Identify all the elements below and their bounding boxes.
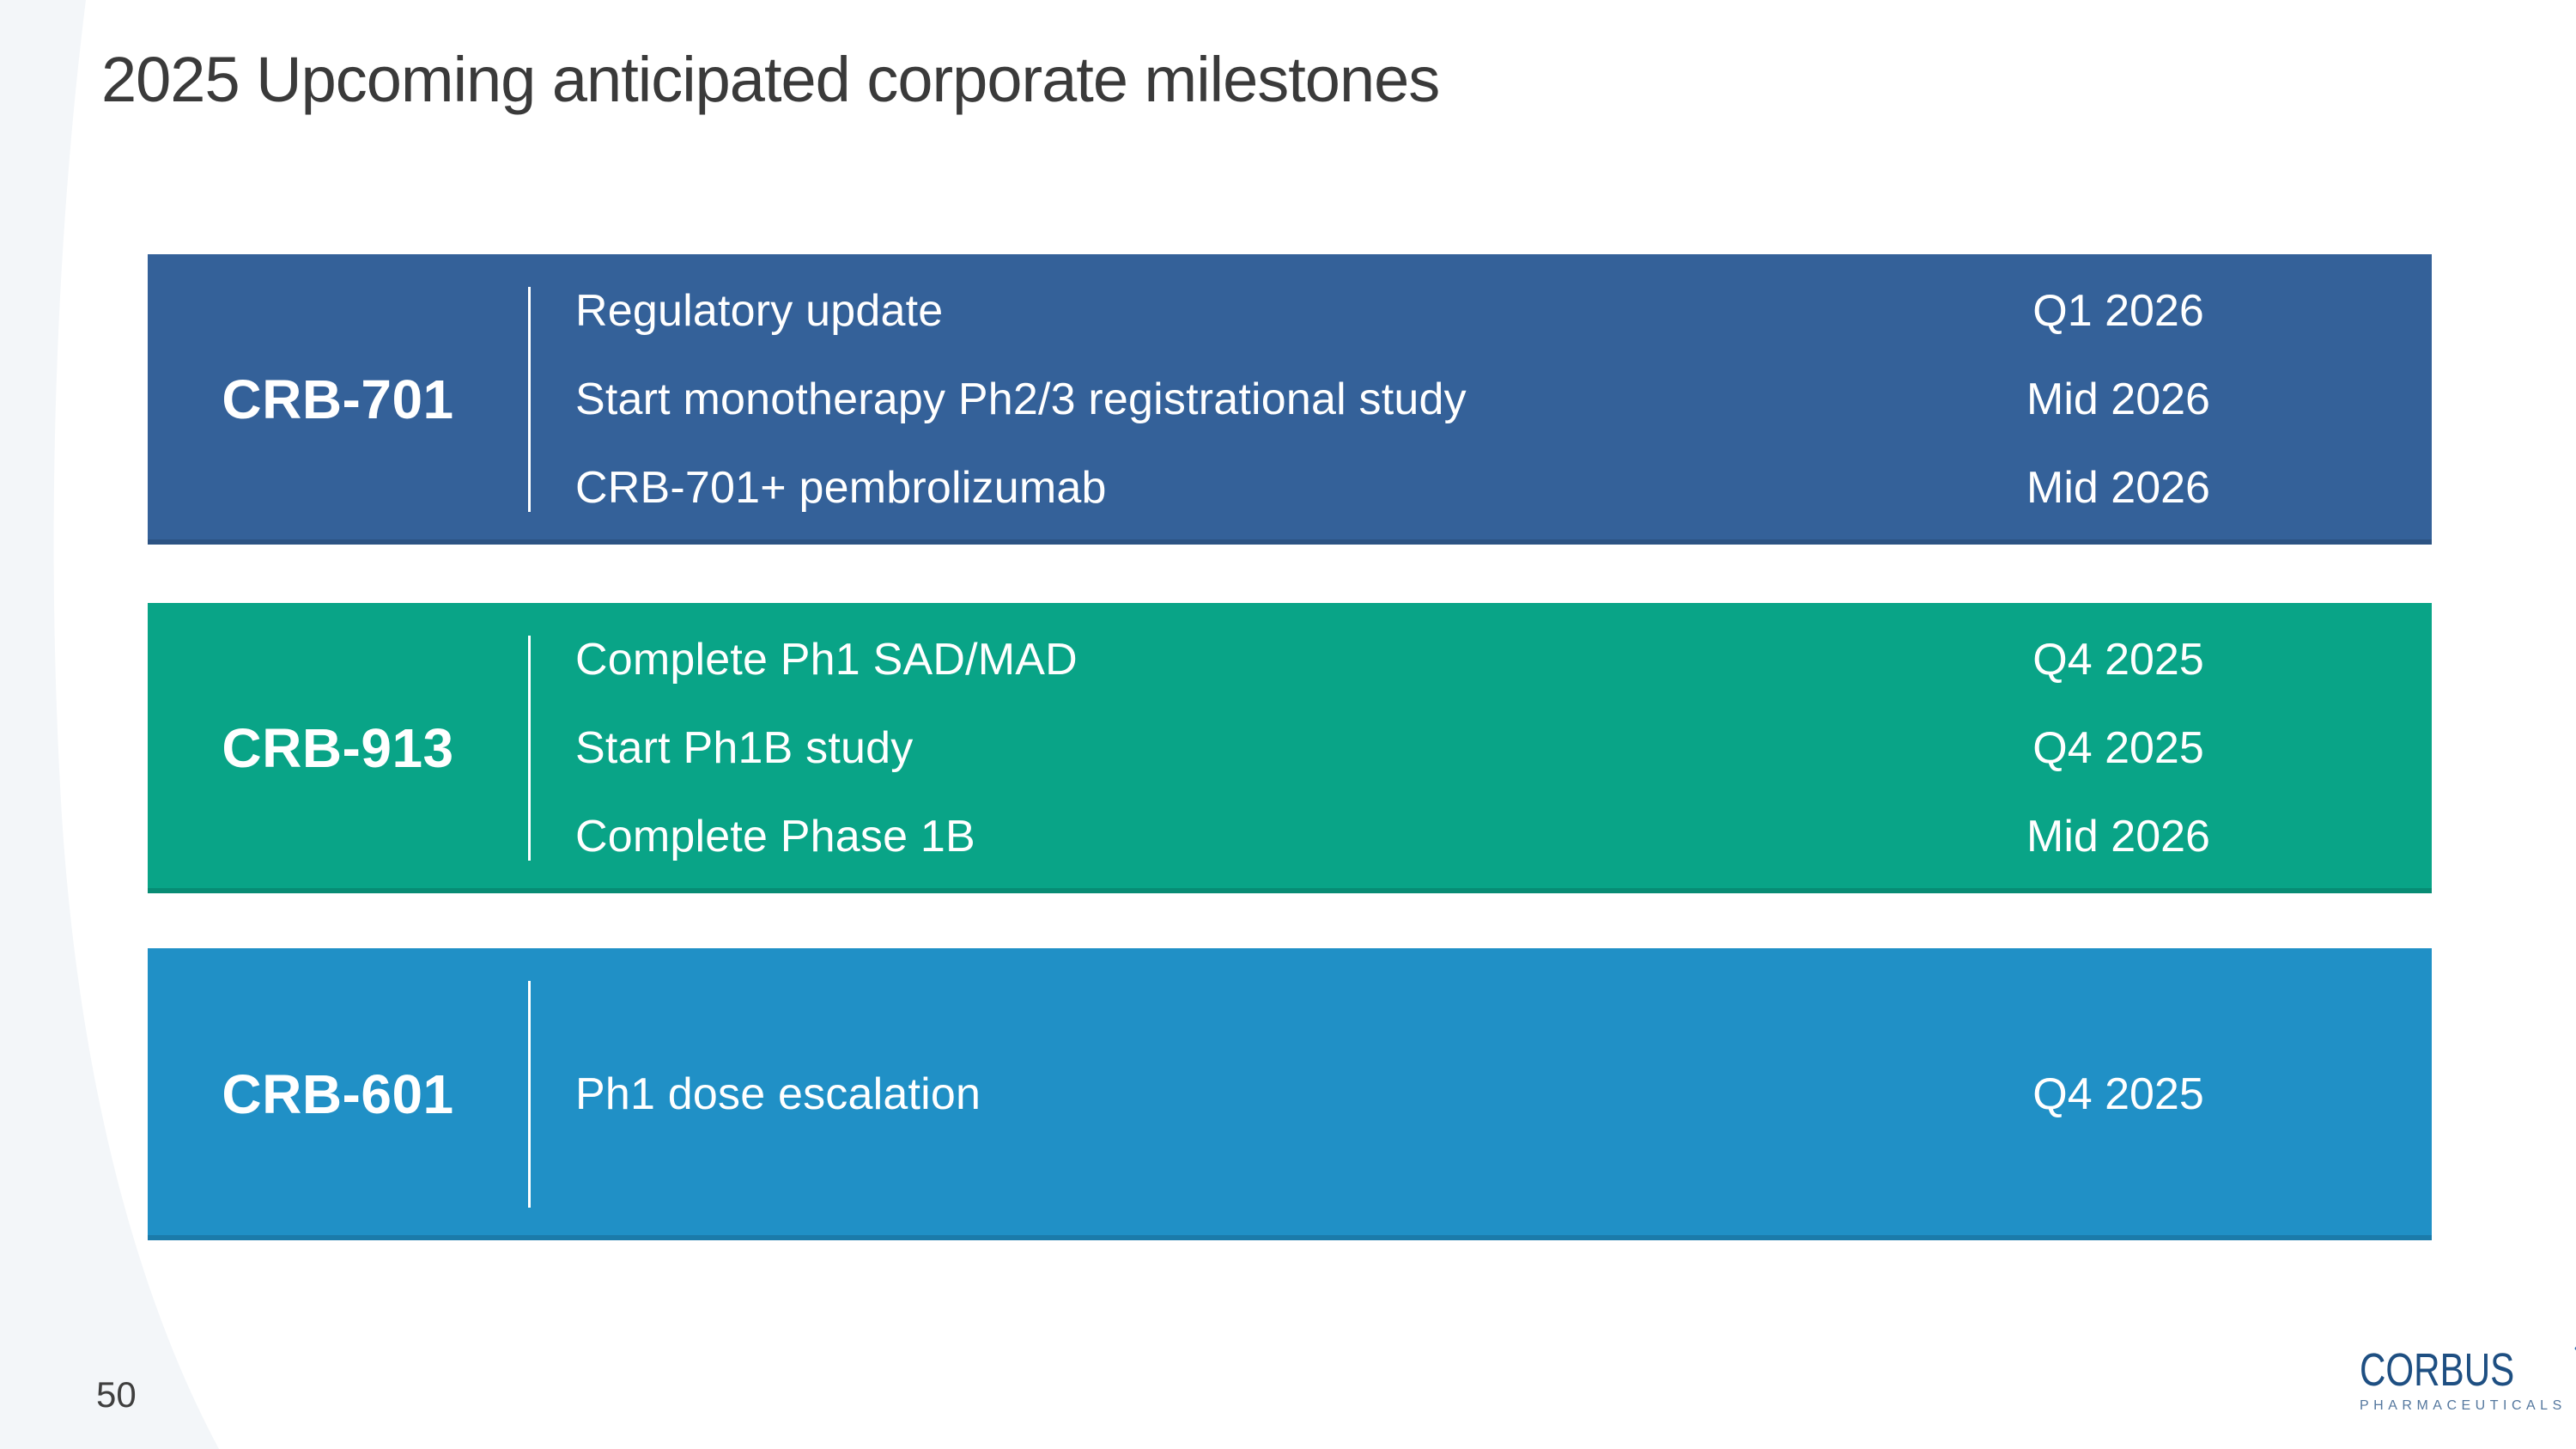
band-crb-701: CRB-701 Regulatory update Q1 2026 Start … — [148, 254, 2432, 545]
milestone-label: CRB-701+ pembrolizumab — [575, 463, 1107, 514]
corbus-figure-icon — [2574, 1347, 2576, 1351]
milestone-date: Q1 2026 — [2032, 285, 2204, 336]
milestone-row: Start Ph1B study Q4 2025 — [531, 722, 2432, 774]
milestone-row: Complete Ph1 SAD/MAD Q4 2025 — [531, 634, 2432, 685]
milestone-row: Start monotherapy Ph2/3 registrational s… — [531, 374, 2432, 425]
milestone-list: Complete Ph1 SAD/MAD Q4 2025 Start Ph1B … — [531, 603, 2432, 893]
milestone-label: Regulatory update — [575, 285, 944, 336]
divider-line — [528, 636, 531, 861]
milestone-date: Mid 2026 — [2026, 374, 2210, 424]
corbus-logo-text: CORBUS PHARMACEUTICALS — [2360, 1347, 2567, 1414]
milestone-label: Start Ph1B study — [575, 722, 914, 773]
program-label-crb-701: CRB-701 — [222, 368, 454, 430]
milestone-date: Mid 2026 — [2026, 463, 2210, 514]
milestone-row: CRB-701+ pembrolizumab Mid 2026 — [531, 462, 2432, 514]
milestone-row: Ph1 dose escalation Q4 2025 — [531, 1068, 2432, 1120]
corbus-logo-subtext: PHARMACEUTICALS — [2360, 1398, 2567, 1413]
milestone-label: Ph1 dose escalation — [575, 1069, 981, 1119]
band-crb-913: CRB-913 Complete Ph1 SAD/MAD Q4 2025 Sta… — [148, 603, 2432, 893]
milestone-row: Complete Phase 1B Mid 2026 — [531, 811, 2432, 862]
milestone-list: Ph1 dose escalation Q4 2025 — [531, 948, 2432, 1240]
page-title: 2025 Upcoming anticipated corporate mile… — [101, 44, 1440, 115]
corbus-logo-name: CORBUS — [2360, 1344, 2515, 1396]
milestone-label: Complete Phase 1B — [575, 812, 975, 862]
milestone-label: Start monotherapy Ph2/3 registrational s… — [575, 374, 1467, 424]
milestone-date: Q4 2025 — [2032, 1069, 2204, 1119]
divider-line — [528, 981, 531, 1208]
divider-line — [528, 287, 531, 512]
milestone-list: Regulatory update Q1 2026 Start monother… — [531, 254, 2432, 545]
milestone-date: Q4 2025 — [2032, 722, 2204, 773]
page-number: 50 — [96, 1374, 137, 1415]
corbus-logo: CORBUS PHARMACEUTICALS — [2360, 1347, 2576, 1449]
program-label-crb-601: CRB-601 — [222, 1063, 454, 1125]
milestone-label: Complete Ph1 SAD/MAD — [575, 634, 1078, 685]
program-label-crb-913: CRB-913 — [222, 717, 454, 779]
milestone-date: Q4 2025 — [2032, 634, 2204, 685]
milestone-row: Regulatory update Q1 2026 — [531, 285, 2432, 337]
band-crb-601: CRB-601 Ph1 dose escalation Q4 2025 — [148, 948, 2432, 1240]
milestone-date: Mid 2026 — [2026, 812, 2210, 862]
